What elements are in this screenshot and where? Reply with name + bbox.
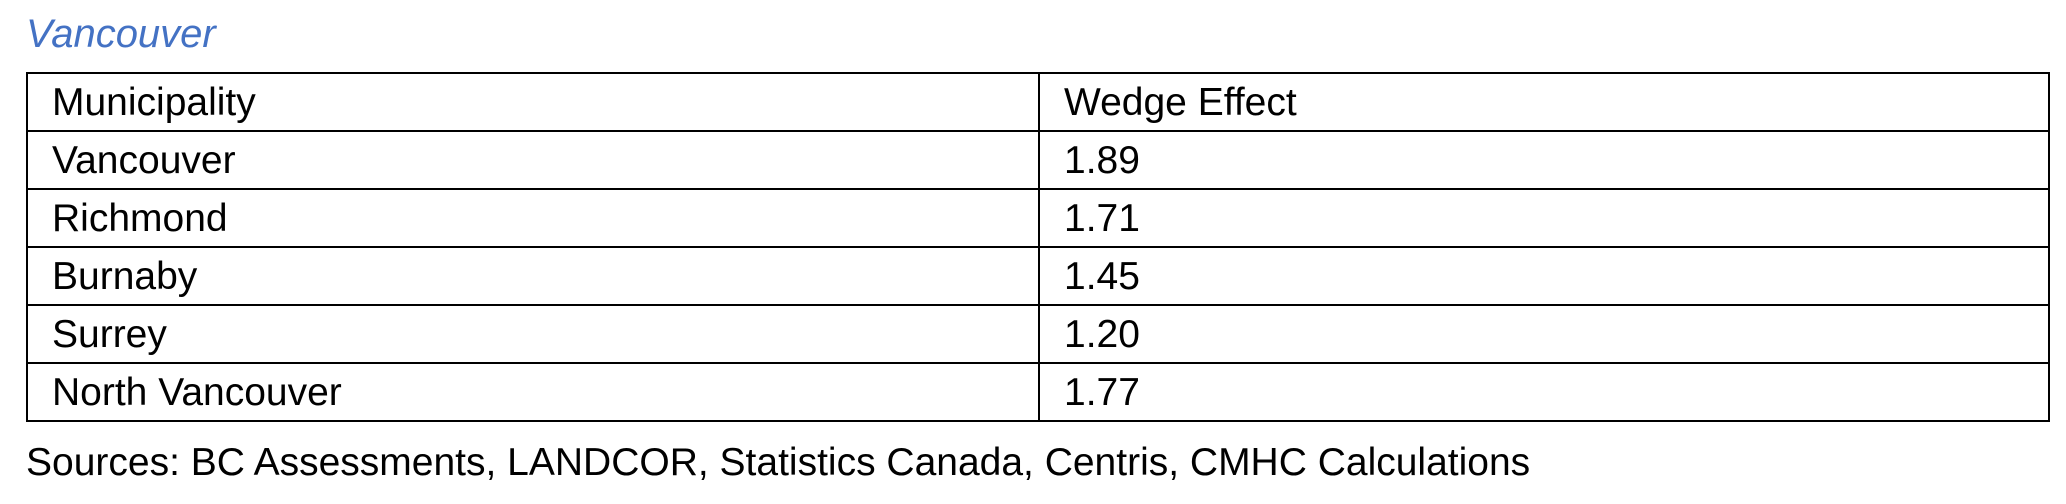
municipality-cell: Surrey — [26, 304, 1040, 364]
wedge-effect-table: Municipality Wedge Effect Vancouver 1.89… — [26, 72, 2050, 422]
table-row: Richmond 1.71 — [26, 188, 2050, 248]
table-row: Burnaby 1.45 — [26, 246, 2050, 306]
sources-note: Sources: BC Assessments, LANDCOR, Statis… — [26, 441, 1531, 484]
table-row: Vancouver 1.89 — [26, 130, 2050, 190]
wedge-effect-cell: 1.89 — [1038, 130, 2050, 190]
header-municipality: Municipality — [26, 72, 1040, 132]
table-row: Surrey 1.20 — [26, 304, 2050, 364]
table-row: North Vancouver 1.77 — [26, 362, 2050, 422]
wedge-effect-cell: 1.77 — [1038, 362, 2050, 422]
municipality-cell: Richmond — [26, 188, 1040, 248]
table-header-row: Municipality Wedge Effect — [26, 72, 2050, 132]
wedge-effect-cell: 1.20 — [1038, 304, 2050, 364]
wedge-effect-cell: 1.71 — [1038, 188, 2050, 248]
table-caption-title: Vancouver — [26, 12, 216, 56]
wedge-effect-cell: 1.45 — [1038, 246, 2050, 306]
header-wedge-effect: Wedge Effect — [1038, 72, 2050, 132]
municipality-cell: Burnaby — [26, 246, 1040, 306]
municipality-cell: Vancouver — [26, 130, 1040, 190]
municipality-cell: North Vancouver — [26, 362, 1040, 422]
